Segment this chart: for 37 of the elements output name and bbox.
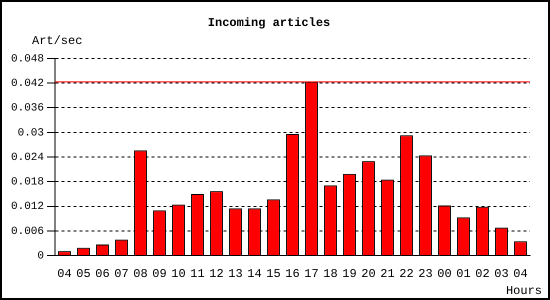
y-tick-label: 0.036 (10, 102, 44, 115)
x-tick-label: 05 (76, 266, 91, 281)
x-tick-label: 07 (114, 266, 129, 281)
x-tick-label: 22 (399, 266, 414, 281)
x-tick-label: 23 (418, 266, 433, 281)
x-tick-label: 16 (285, 266, 300, 281)
y-tick-label: 0.024 (10, 152, 44, 164)
x-tick-label: 04 (57, 266, 72, 281)
x-tick-label: 01 (456, 266, 471, 281)
y-tick-label: 0.042 (10, 78, 44, 90)
x-axis-title: Hours (506, 284, 542, 298)
x-tick-label: 18 (323, 266, 338, 281)
x-tick-label: 03 (494, 266, 509, 281)
x-tick-label: 11 (190, 266, 205, 281)
y-tick-label: 0.048 (10, 53, 44, 66)
x-tick-label: 06 (95, 266, 110, 281)
y-axis-title: Art/sec (32, 34, 82, 48)
x-tick-label: 15 (266, 266, 281, 281)
y-tick-label: 0.006 (10, 226, 44, 238)
x-tick-label: 08 (133, 266, 148, 281)
x-tick-label: 02 (475, 266, 490, 281)
chart-title: Incoming articles (208, 16, 330, 30)
x-tick-label: 00 (437, 266, 452, 281)
x-tick-label: 21 (380, 266, 395, 281)
y-tick-label: 0.018 (10, 176, 44, 189)
y-tick-label: 0.012 (10, 201, 44, 214)
x-tick-label: 13 (228, 266, 243, 281)
y-tick-label: 0 (37, 250, 44, 263)
y-tick-label: 0.03 (18, 127, 44, 140)
x-tick-label: 17 (304, 266, 319, 281)
x-tick-label: 10 (171, 266, 186, 281)
x-tick-label: 19 (342, 266, 357, 281)
x-tick-label: 20 (361, 266, 376, 281)
x-tick-label: 09 (152, 266, 167, 281)
x-tick-label: 14 (247, 266, 262, 281)
x-tick-label: 04 (513, 266, 528, 281)
x-tick-label: 12 (209, 266, 224, 281)
